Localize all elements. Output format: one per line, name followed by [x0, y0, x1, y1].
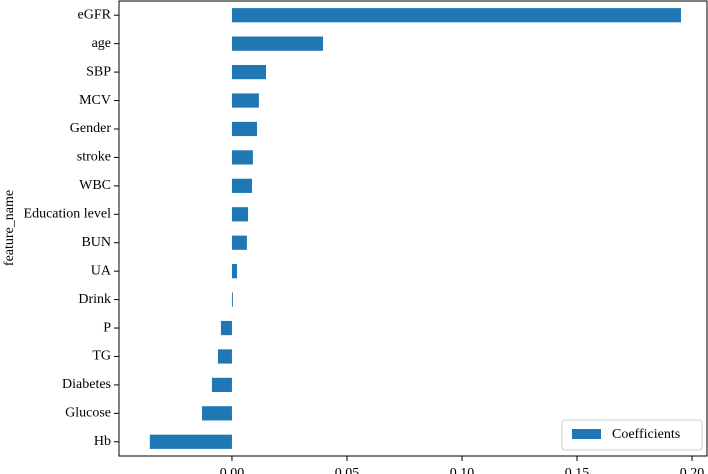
y-tick-label: UA	[91, 263, 112, 278]
y-tick-label: stroke	[77, 150, 111, 165]
bar	[231, 235, 247, 250]
y-tick-label: MCV	[79, 93, 111, 108]
y-axis-label: feature_name	[2, 190, 17, 266]
y-tick-label: P	[103, 320, 111, 335]
legend-swatch	[572, 429, 601, 439]
y-tick-label: Hb	[94, 434, 111, 449]
y-tick-label: Drink	[78, 292, 111, 307]
x-tick-label: 0.05	[335, 466, 360, 474]
x-tick-label: 0.15	[565, 466, 590, 474]
x-tick-label: 0.20	[680, 466, 705, 474]
legend-label: Coefficients	[612, 427, 680, 442]
legend-box	[561, 419, 703, 451]
y-tick-label: Education level	[24, 207, 112, 222]
bar	[231, 8, 682, 23]
bar	[231, 36, 324, 51]
x-tick-label: 0.00	[220, 466, 245, 474]
bar	[231, 207, 249, 222]
y-tick-label: Gender	[70, 121, 112, 136]
bar	[231, 93, 259, 108]
bar	[231, 64, 266, 80]
bar	[231, 121, 258, 137]
bar	[231, 292, 233, 307]
y-tick-label: eGFR	[78, 7, 112, 22]
bar	[217, 349, 232, 364]
bar	[231, 150, 253, 165]
bar	[202, 406, 232, 421]
y-tick-label: Glucose	[65, 406, 111, 421]
y-tick-label: TG	[92, 349, 111, 364]
y-tick-label: Diabetes	[62, 377, 111, 392]
bar	[231, 178, 252, 193]
bar	[211, 377, 232, 393]
plot-frame	[118, 0, 708, 457]
x-tick-label: 0.10	[450, 466, 475, 474]
y-tick-label: WBC	[79, 178, 111, 193]
y-tick-label: age	[92, 36, 111, 51]
bar	[220, 320, 232, 336]
y-tick-label: BUN	[81, 235, 111, 250]
bar	[149, 434, 232, 449]
bar	[231, 264, 238, 279]
y-tick-label: SBP	[86, 64, 111, 79]
